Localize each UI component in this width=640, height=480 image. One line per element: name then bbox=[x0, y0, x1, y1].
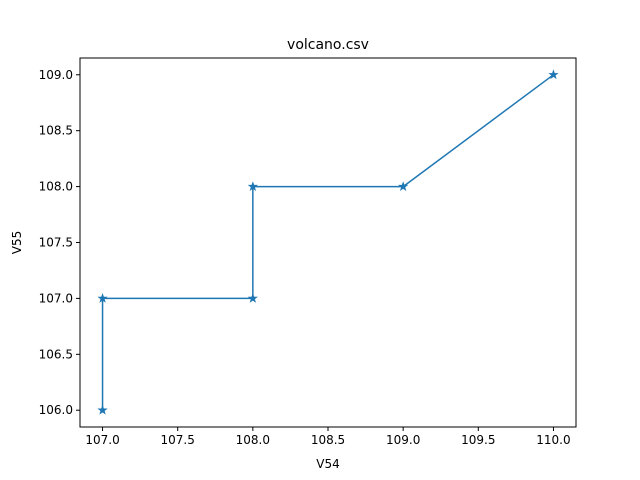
x-tick-label: 109.0 bbox=[386, 433, 420, 447]
x-axis-ticks: 107.0 107.5 108.0 108.5 109.0 109.5 110.0 bbox=[85, 427, 571, 447]
y-tick-label: 106.0 bbox=[39, 403, 73, 417]
data-point-star bbox=[247, 181, 258, 191]
x-tick-label: 109.5 bbox=[461, 433, 495, 447]
x-tick-label: 110.0 bbox=[536, 433, 570, 447]
y-tick-label: 108.5 bbox=[39, 124, 73, 138]
x-tick-label: 107.5 bbox=[161, 433, 195, 447]
x-tick-label: 107.0 bbox=[85, 433, 119, 447]
y-axis-ticks: 106.0 106.5 107.0 107.5 108.0 108.5 109.0 bbox=[39, 68, 80, 417]
y-tick-label: 109.0 bbox=[39, 68, 73, 82]
x-axis-label: V54 bbox=[316, 457, 339, 471]
chart-title: volcano.csv bbox=[287, 37, 369, 53]
data-point-star bbox=[548, 69, 559, 80]
y-tick-label: 108.0 bbox=[39, 180, 73, 194]
data-point-star bbox=[97, 404, 108, 415]
data-point-star bbox=[398, 181, 409, 191]
y-axis-label: V55 bbox=[10, 231, 24, 254]
x-tick-label: 108.0 bbox=[236, 433, 270, 447]
series-line bbox=[101, 73, 555, 411]
y-tick-label: 107.5 bbox=[39, 236, 73, 250]
data-point-star bbox=[247, 293, 258, 303]
y-tick-label: 107.0 bbox=[39, 291, 73, 305]
x-tick-label: 108.5 bbox=[311, 433, 345, 447]
plot-content bbox=[97, 69, 559, 415]
y-tick-label: 106.5 bbox=[39, 347, 73, 361]
data-point-star bbox=[97, 293, 108, 303]
